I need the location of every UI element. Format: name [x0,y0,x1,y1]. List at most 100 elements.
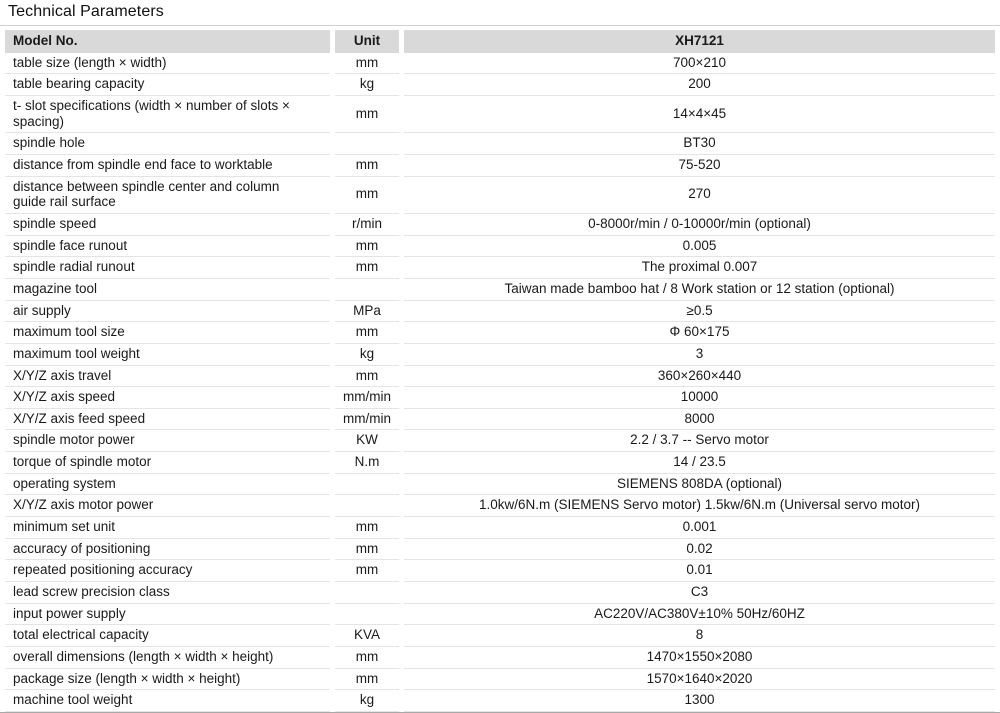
unit-cell: mm/min [335,409,399,431]
param-cell: spindle motor power [5,430,330,453]
param-cell: accuracy of positioning [5,539,330,561]
value-cell: 700×210 [404,53,995,75]
value-cell: 1.0kw/6N.m (SIEMENS Servo motor) 1.5kw/6… [404,495,995,518]
value-cell: 1300 [404,690,995,712]
unit-cell [335,279,399,301]
table-row: spindle motor power KW 2.2 / 3.7 -- Servo … [5,430,995,453]
table-row: t- slot specifications (width × number o… [5,96,995,134]
table-row: spindle speed r/min 0-8000r/min / 0-10000r… [5,214,995,236]
param-cell: operating system [5,474,330,496]
unit-cell: mm [335,366,399,388]
value-cell: 14×4×45 [404,96,995,134]
unit-cell [335,133,399,155]
unit-cell: mm [335,53,399,75]
param-cell: repeated positioning accuracy [5,560,330,583]
unit-cell: kg [335,344,399,366]
table-row: magazine tool Taiwan made bamboo hat / 8 … [5,279,995,301]
value-cell: BT30 [404,133,995,155]
table-row: spindle face runout mm 0.005 [5,236,995,258]
value-cell: 1470×1550×2080 [404,647,995,669]
table-row: input power supply AC220V/AC380V±10% 50Hz… [5,604,995,626]
param-cell: machine tool weight [5,690,330,712]
table-row: spindle hole BT30 [5,133,995,155]
value-cell: 3 [404,344,995,366]
table-row: package size (length × width × height) mm… [5,669,995,691]
unit-cell: N.m [335,452,399,474]
table-row: table bearing capacity kg 200 [5,74,995,96]
param-cell: magazine tool [5,279,330,301]
param-cell: table size (length × width) [5,53,330,75]
table-row: table size (length × width) mm 700×210 [5,53,995,75]
param-cell: X/Y/Z axis travel [5,366,330,388]
param-cell: torque of spindle motor [5,452,330,474]
unit-cell: mm [335,669,399,691]
value-cell: 360×260×440 [404,366,995,388]
table-row: X/Y/Z axis feed speed mm/min 8000 [5,409,995,431]
value-cell: AC220V/AC380V±10% 50Hz/60HZ [404,604,995,626]
value-cell: 0.02 [404,539,995,561]
value-cell: Taiwan made bamboo hat / 8 Work station … [404,279,995,301]
value-cell: SIEMENS 808DA (optional) [404,474,995,496]
table-row: X/Y/Z axis travel mm 360×260×440 [5,366,995,388]
table-row: maximum tool weight kg 3 [5,344,995,366]
value-cell: 0.01 [404,560,995,583]
table-row: maximum tool size mm Φ 60×175 [5,322,995,344]
value-cell: Φ 60×175 [404,322,995,344]
header-unit: Unit [335,30,399,53]
table-row: X/Y/Z axis motor power 1.0kw/6N.m (SIEMEN… [5,495,995,518]
value-cell: 10000 [404,387,995,409]
unit-cell [335,495,399,518]
unit-cell: MPa [335,301,399,323]
table-row: lead screw precision class C3 [5,582,995,604]
param-cell: table bearing capacity [5,74,330,96]
unit-cell: mm [335,647,399,669]
table-row: total electrical capacity KVA 8 [5,625,995,648]
unit-cell: mm [335,236,399,258]
spec-table-body: table size (length × width) mm 700×210 tabl… [5,53,995,712]
param-cell: X/Y/Z axis speed [5,387,330,409]
param-cell: total electrical capacity [5,625,330,648]
param-cell: maximum tool weight [5,344,330,366]
param-cell: distance from spindle end face to workta… [5,155,330,177]
param-cell: X/Y/Z axis feed speed [5,409,330,431]
value-cell: The proximal 0.007 [404,257,995,279]
param-cell: maximum tool size [5,322,330,344]
value-cell: 75-520 [404,155,995,177]
unit-cell: mm [335,322,399,344]
value-cell: 0.005 [404,236,995,258]
unit-cell: mm [335,177,399,214]
param-cell: t- slot specifications (width × number o… [5,96,330,134]
value-cell: 0-8000r/min / 0-10000r/min (optional) [404,214,995,236]
param-cell: spindle face runout [5,236,330,258]
spec-table-container: Model No. Unit XH7121 table size (length… [0,25,1000,713]
value-cell: 270 [404,177,995,214]
table-row: distance between spindle center and colu… [5,177,995,214]
value-cell: 1570×1640×2020 [404,669,995,691]
param-cell: minimum set unit [5,517,330,539]
unit-cell [335,604,399,626]
unit-cell [335,582,399,604]
unit-cell: mm [335,560,399,583]
table-row: spindle radial runout mm The proximal 0.00… [5,257,995,279]
spec-table: Model No. Unit XH7121 table size (length… [0,30,1000,712]
value-cell: 14 / 23.5 [404,452,995,474]
header-model-no: Model No. [5,30,330,53]
value-cell: C3 [404,582,995,604]
value-cell: 200 [404,74,995,96]
param-cell: spindle hole [5,133,330,155]
unit-cell: mm [335,257,399,279]
unit-cell: kg [335,74,399,96]
page-title: Technical Parameters [8,3,164,20]
table-row: distance from spindle end face to workta… [5,155,995,177]
param-cell: spindle speed [5,214,330,236]
table-row: accuracy of positioning mm 0.02 [5,539,995,561]
value-cell: 8000 [404,409,995,431]
unit-cell: KW [335,430,399,453]
param-cell: distance between spindle center and colu… [5,177,330,214]
unit-cell: KVA [335,625,399,648]
param-cell: air supply [5,301,330,323]
value-cell: 2.2 / 3.7 -- Servo motor [404,430,995,453]
param-cell: package size (length × width × height) [5,669,330,691]
unit-cell: mm [335,539,399,561]
